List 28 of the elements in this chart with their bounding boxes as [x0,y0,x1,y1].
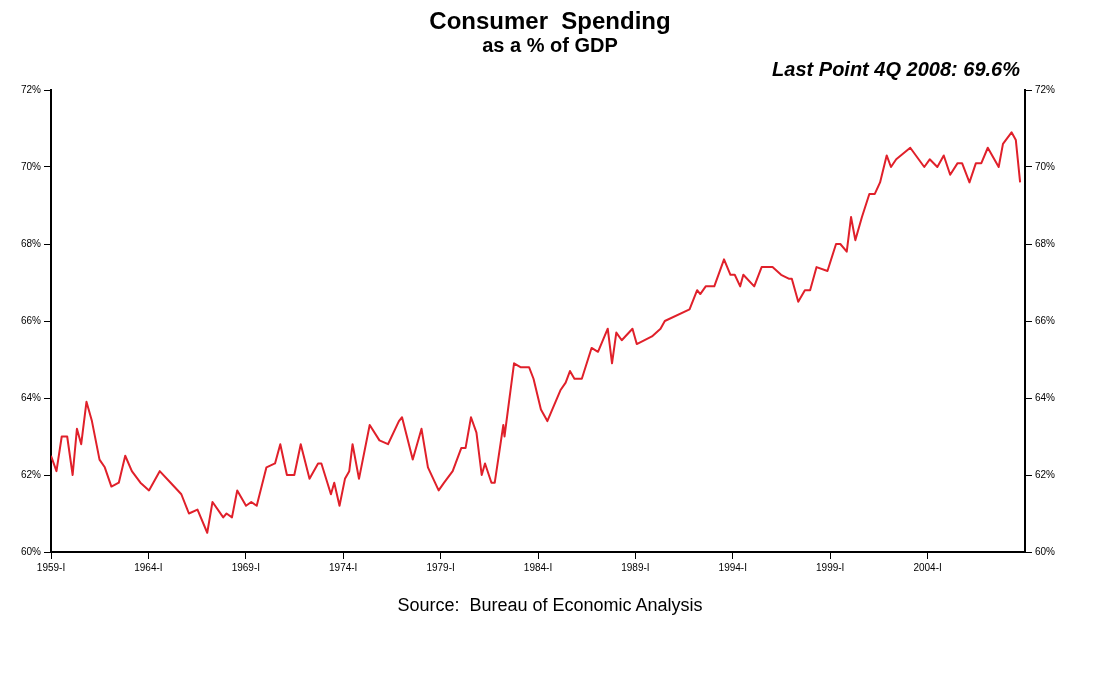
x-tick-label: 1959-I [36,561,66,573]
y2-tick-label: 62% [1034,468,1056,480]
y-tick-label: 62% [21,468,42,480]
x-tick-label: 1964-I [134,561,163,573]
y2-tick-label: 72% [1034,83,1056,95]
x-tick-label: 1999-I [816,561,845,573]
y2-tick-label: 70% [1034,160,1056,172]
y-tick-label: 68% [21,237,42,249]
x-tick-label: 1994-I [718,561,747,573]
text: Last Point 4Q 2008: 69.6% [771,58,1021,81]
y-tick-label: 70% [21,160,42,172]
y-tick-label: 64% [21,391,42,403]
x-tick-label: 2004-I [913,561,942,573]
chart-subtitle: as a % of GDP [481,34,619,56]
chart-title: Consumer Spending [428,7,672,34]
y2-tick-label: 68% [1034,237,1056,249]
y2-tick-label: 60% [1034,545,1056,557]
x-tick-label: 1984-I [523,561,553,573]
x-tick-label: 1974-I [329,561,358,573]
y-tick-label: 60% [21,545,42,557]
x-tick-label: 1969-I [231,561,260,573]
y2-tick-label: 66% [1034,314,1056,326]
source-note: Source: Bureau of Economic Analysis [396,595,704,616]
y2-tick-label: 64% [1034,391,1056,403]
x-tick-label: 1989-I [621,561,650,573]
y-tick-label: 72% [21,83,42,95]
x-tick-label: 1979-I [426,561,455,573]
y-tick-label: 66% [21,314,42,326]
